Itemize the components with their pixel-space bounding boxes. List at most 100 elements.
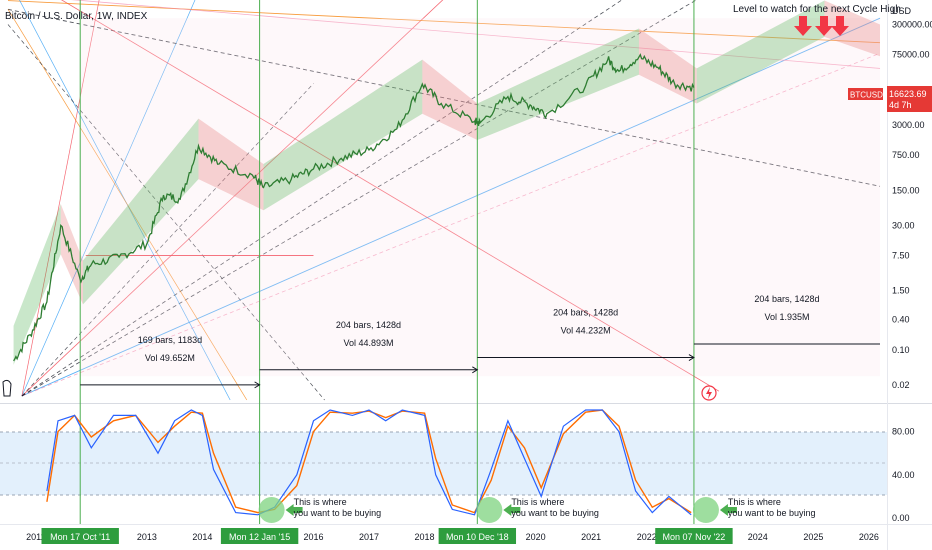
- cycle-box: [477, 18, 694, 377]
- time-tick-label: 2017: [359, 532, 379, 542]
- chart-title: Bitcoin / U.S. Dollar, 1W, INDEX: [5, 11, 148, 22]
- time-highlight-label: Mon 10 Dec '18: [446, 532, 509, 542]
- time-axis-ticks[interactable]: 2011 2013 2014 2016 2017 2018 2020 2021 2022 2024…: [26, 532, 879, 542]
- time-tick-label: 2026: [859, 532, 879, 542]
- buy-zone-marker: [258, 497, 285, 523]
- time-highlight-label: Mon 17 Oct '11: [50, 532, 110, 542]
- oscillator-d-line[interactable]: [46, 409, 692, 514]
- left-arrow-icon: [285, 504, 303, 516]
- time-tick-label: 2020: [526, 532, 546, 542]
- trendline-fan[interactable]: [7, 0, 881, 401]
- bull-channel: [696, 0, 825, 104]
- price-axis-unit: USD: [892, 6, 912, 16]
- time-highlight-bg: [438, 528, 517, 544]
- pointer-icon: [2, 379, 12, 397]
- price-tick-label: 0.10: [892, 345, 910, 355]
- trendline: [19, 0, 231, 401]
- bull-channel: [263, 59, 423, 211]
- svg-text:4d 7h: 4d 7h: [889, 100, 912, 110]
- trendline: [21, 0, 196, 397]
- measure-bars-label: 204 bars, 1428d: [553, 308, 618, 318]
- time-highlight-label: Mon 07 Nov '22: [663, 532, 726, 542]
- trendline: [21, 0, 623, 397]
- bear-channel: [824, 0, 880, 57]
- trendline: [21, 0, 444, 397]
- measure-arrow: [688, 354, 695, 361]
- price-axis-ticks[interactable]: 300000.00 75000.00 3000.00 750.00 150.00 30.0…: [892, 19, 932, 389]
- trendline: [21, 52, 881, 397]
- price-tick-label: 3000.00: [892, 120, 925, 130]
- trendline: [7, 8, 881, 187]
- bear-channel: [422, 59, 478, 141]
- trendline: [21, 0, 697, 397]
- osc-tick-label: 80.00: [892, 427, 915, 437]
- buy-note-line1: This is where: [511, 497, 564, 507]
- bull-channel: [477, 28, 639, 141]
- measure-vol-label: Vol 1.935M: [764, 312, 809, 322]
- buy-zone-marker: [476, 497, 503, 523]
- buy-note-line1: This is where: [728, 497, 781, 507]
- buy-note-line2: you want to be buying: [294, 508, 382, 518]
- price-tick-label: 0.02: [892, 380, 910, 390]
- osc-tick-label: 40.00: [892, 470, 915, 480]
- time-tick-label: 2021: [581, 532, 601, 542]
- time-tick-label: 2022: [637, 532, 657, 542]
- time-axis-highlights[interactable]: Mon 17 Oct '11 Mon 12 Jan '15 Mon 10 Dec '…: [41, 528, 733, 544]
- trendline: [7, 24, 325, 401]
- trendline: [7, 0, 881, 44]
- measure-vol-label: Vol 44.232M: [561, 326, 611, 336]
- trendline: [70, 0, 881, 69]
- buy-zone-marker: [692, 497, 719, 523]
- trendline: [7, 9, 248, 401]
- measure-arrow: [472, 366, 479, 374]
- bear-channel: [198, 118, 264, 211]
- price-tick-label: 75000.00: [892, 50, 930, 60]
- time-tick-label: 2011: [26, 532, 45, 542]
- left-arrow-icon: [719, 504, 737, 516]
- price-tick-label: 1.50: [892, 286, 910, 296]
- time-tick-label: 2014: [192, 532, 212, 542]
- time-tick-label: 2018: [415, 532, 435, 542]
- price-pane[interactable]: [0, 0, 887, 403]
- time-highlight-bg: [655, 528, 733, 544]
- left-arrow-icon: [503, 504, 521, 516]
- time-tick-label: 2024: [748, 532, 768, 542]
- time-tick-label: 2025: [803, 532, 823, 542]
- measure-brackets[interactable]: 169 bars, 1183d Vol 49.652M 204 bars, 1428…: [80, 294, 880, 389]
- bull-channel: [13, 203, 61, 365]
- trendline: [61, 0, 720, 392]
- price-tick-label: 30.00: [892, 220, 915, 230]
- lightning-icon[interactable]: [701, 385, 717, 401]
- cycle-high-arrows: [794, 16, 849, 36]
- svg-text:16623.69: 16623.69: [889, 89, 927, 99]
- osc-tick-label: 0.00: [892, 513, 910, 523]
- buy-note-line2: you want to be buying: [728, 508, 816, 518]
- trendline: [21, 0, 100, 397]
- time-highlight-label: Mon 12 Jan '15: [229, 532, 290, 542]
- time-tick-label: 2013: [137, 532, 157, 542]
- time-highlight-bg: [41, 528, 119, 544]
- price-tick-label: 150.00: [892, 185, 920, 195]
- price-tick-label: 300000.00: [892, 19, 932, 29]
- measure-bars-label: 204 bars, 1428d: [754, 294, 819, 304]
- time-highlight-bg: [220, 528, 299, 544]
- bull-channel: [82, 118, 199, 305]
- cycle-high-annotation: Level to watch for the next Cycle High: [733, 4, 901, 15]
- cycle-box: [259, 18, 478, 377]
- measure-bars-label: 204 bars, 1428d: [336, 320, 401, 330]
- measure-arrow: [254, 381, 261, 389]
- svg-text:BTCUSD: BTCUSD: [850, 91, 883, 100]
- trendline: [21, 17, 881, 397]
- measure-vol-label: Vol 49.652M: [145, 353, 195, 363]
- down-arrow-icon: [815, 16, 833, 36]
- measure-bars-label: 169 bars, 1183d: [138, 335, 202, 345]
- current-price-badge[interactable]: BTCUSD 16623.69 4d 7h: [848, 86, 932, 112]
- oscillator-axis-ticks[interactable]: 80.00 40.00 0.00: [892, 427, 915, 523]
- oscillator-k-line[interactable]: [46, 409, 692, 516]
- buy-note-line1: This is where: [294, 497, 347, 507]
- price-tick-label: 7.50: [892, 251, 910, 261]
- price-line[interactable]: [13, 53, 695, 362]
- cycle-box: [693, 18, 880, 377]
